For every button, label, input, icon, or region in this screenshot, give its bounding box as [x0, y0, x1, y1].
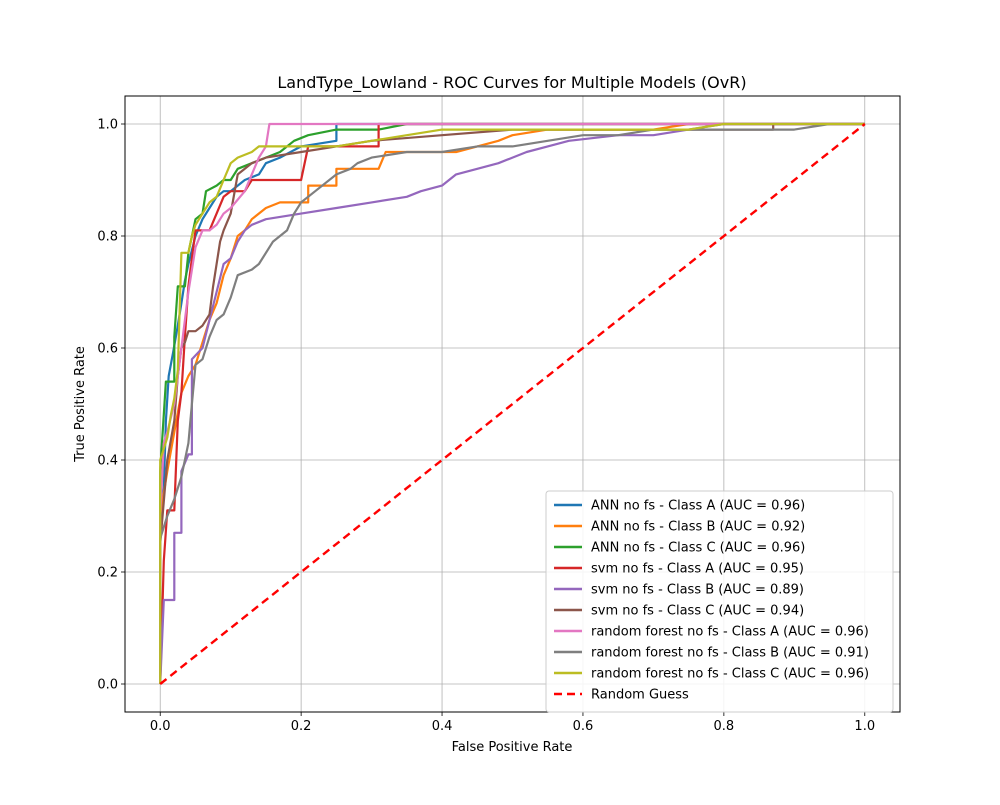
y-tick-label: 0.2	[97, 566, 118, 581]
roc-curve-series-1	[159, 122, 865, 684]
roc-curve-series-3	[159, 122, 865, 684]
y-tick-label: 0.8	[97, 230, 118, 245]
roc-curve-series-9	[159, 122, 865, 684]
roc-curve-series-2	[159, 122, 865, 684]
y-axis-label: True Positive Rate	[73, 346, 88, 463]
y-tick-label: 0.6	[97, 342, 118, 357]
y-tick-label: 0.4	[97, 454, 118, 469]
legend-label: ANN no fs - Class B (AUC = 0.92)	[591, 520, 805, 535]
x-axis-label: False Positive Rate	[452, 740, 573, 755]
x-tick-label: 0.8	[714, 719, 735, 734]
chart-title: LandType_Lowland - ROC Curves for Multip…	[277, 73, 746, 93]
y-tick-label: 0.0	[97, 678, 118, 693]
roc-curve-series-5	[159, 122, 865, 685]
legend-label: random forest no fs - Class A (AUC = 0.9…	[591, 625, 869, 640]
grid-lines	[125, 96, 900, 712]
legend-label: Random Guess	[591, 688, 689, 703]
legend-label: ANN no fs - Class C (AUC = 0.96)	[591, 541, 805, 556]
x-tick-label: 0.6	[573, 719, 594, 734]
legend-label: ANN no fs - Class A (AUC = 0.96)	[591, 499, 805, 514]
x-tick-label: 1.0	[854, 719, 875, 734]
legend-label: svm no fs - Class C (AUC = 0.94)	[591, 604, 804, 619]
legend-label: random forest no fs - Class C (AUC = 0.9…	[591, 667, 869, 682]
roc-curves	[159, 122, 866, 685]
plot-area-frame	[124, 95, 901, 713]
roc-curve-series-10	[159, 123, 866, 685]
legend-label: svm no fs - Class A (AUC = 0.95)	[591, 562, 804, 577]
legend-label: svm no fs - Class B (AUC = 0.89)	[591, 583, 804, 598]
legend-box	[545, 490, 894, 713]
axis-ticks: 0.0 0.2 0.4 0.6 0.8 1.0 0.0 0.2 0.4 0.6 0.8 1.0	[97, 118, 875, 735]
x-tick-label: 0.2	[291, 719, 312, 734]
x-tick-label: 0.0	[150, 719, 171, 734]
x-tick-label: 0.4	[432, 719, 453, 734]
roc-curve-series-8	[159, 122, 865, 684]
y-tick-label: 1.0	[97, 118, 118, 133]
legend-label: random forest no fs - Class B (AUC = 0.9…	[591, 646, 869, 661]
legend: ANN no fs - Class A (AUC = 0.96) ANN no f…	[545, 490, 894, 713]
